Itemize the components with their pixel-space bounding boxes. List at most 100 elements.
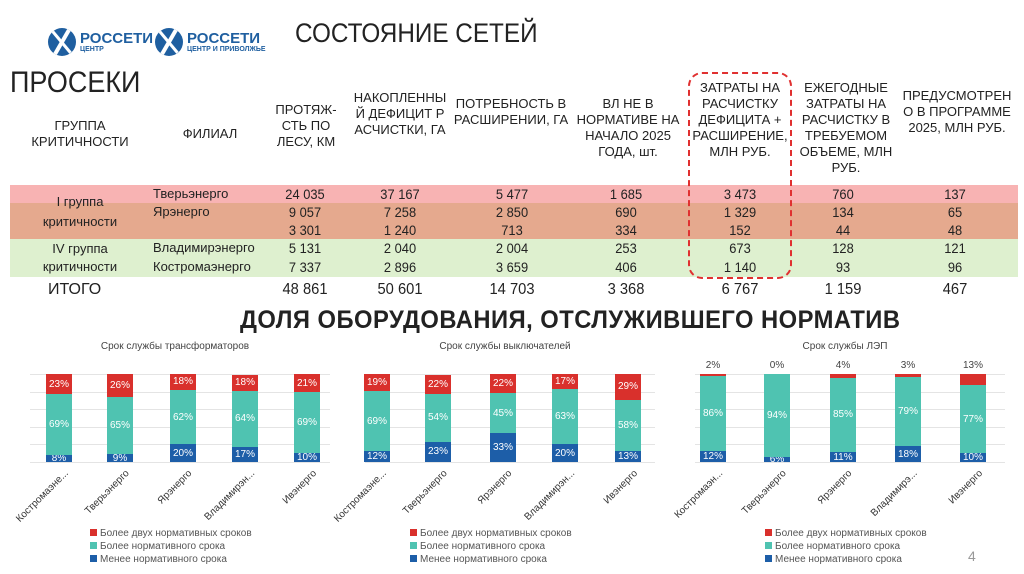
legend-item: Более нормативного срока (410, 541, 545, 553)
data-label: 23% (427, 446, 448, 458)
data-label: 64% (234, 413, 255, 425)
table-cell: 48 (947, 222, 963, 238)
data-label: 9% (112, 452, 128, 464)
total-label: ИТОГО (48, 281, 102, 298)
header-branch: ФИЛИАЛ (182, 126, 238, 141)
category-label: Тверьэнерго (83, 468, 132, 517)
bar-segment: 13% (615, 450, 641, 462)
bar-segment: 29% (615, 374, 641, 400)
data-label: 10% (962, 452, 983, 464)
table-cell: 44 (835, 222, 851, 238)
bar-segment: 18% (170, 374, 196, 390)
data-label: 18% (234, 377, 255, 389)
legend-swatch (765, 542, 772, 549)
category-label: Ивэнерго (280, 468, 319, 507)
table-cell: 7 337 (288, 259, 322, 275)
table-cell: 7 258 (383, 204, 417, 220)
globe-icon (48, 28, 76, 56)
table-cell: 406 (615, 259, 637, 275)
category-label: Владимирэ... (868, 468, 920, 519)
bar-segment: 18% (232, 374, 258, 391)
legend-swatch (90, 555, 97, 562)
group-4-label: IV группа критичности (42, 241, 118, 274)
data-label: 54% (427, 412, 448, 424)
bar-segment: 2% (700, 360, 726, 376)
header-annual: ЕЖЕГОДНЫЕ ЗАТРАТЫ НА РАСЧИСТКУ В ТРЕБУЕМ… (799, 80, 893, 175)
bar-segment: 62% (170, 389, 196, 445)
data-label: 17% (234, 449, 255, 460)
total-cell: 14 703 (489, 281, 535, 298)
bar-segment: 11% (830, 452, 856, 463)
data-label: 18% (172, 376, 193, 388)
bar-segment: 22% (425, 374, 451, 395)
category-label: Костромаэн... (672, 468, 725, 521)
branch-name: Ярэнерго (153, 204, 210, 219)
category-label: Костромаэне... (332, 468, 389, 525)
category-label: Тверьэнерго (401, 468, 450, 517)
bar-segment: 10% (960, 452, 986, 464)
legend-text: Менее нормативного срока (420, 554, 547, 565)
legend-swatch (90, 542, 97, 549)
table-cell: 2 850 (495, 204, 529, 220)
legend-swatch (765, 555, 772, 562)
bar-segment: 21% (294, 374, 320, 393)
table-cell: 1 240 (383, 222, 417, 238)
table-cell: 93 (835, 259, 851, 275)
bar-segment: 69% (46, 394, 72, 455)
legend-item: Менее нормативного срока (410, 554, 547, 566)
legend-item: Более двух нормативных сроков (765, 528, 927, 540)
category-label: Владимирэн... (521, 468, 577, 523)
bar-segment: 17% (552, 374, 578, 389)
data-label: 69% (296, 417, 317, 429)
table-cell: 2 040 (383, 240, 417, 256)
data-label: 77% (962, 413, 983, 425)
highlight-box (688, 72, 792, 279)
bar-segment: 20% (552, 444, 578, 462)
header-expansion: ПОТРЕБНОСТЬ В РАСШИРЕНИИ, ГА (453, 96, 569, 127)
table-cell: 2 004 (495, 240, 529, 256)
bar-segment: 79% (895, 376, 921, 447)
data-label: 22% (427, 379, 448, 391)
data-label: 33% (492, 441, 513, 453)
category-label: Ярэнерго (476, 468, 515, 507)
bar-segment: 3% (895, 360, 921, 377)
branch-name: Костромаэнерго (153, 259, 251, 274)
table-cell: 673 (729, 240, 751, 256)
data-label: 6% (769, 453, 785, 465)
table-row-group1b (10, 203, 1018, 239)
legend-swatch (410, 555, 417, 562)
header-length: ПРОТЯЖ-СТЬ ПО ЛЕСУ, КМ (275, 102, 337, 149)
bar-segment: 85% (830, 377, 856, 453)
legend-item: Более нормативного срока (90, 541, 225, 553)
total-cell: 50 601 (377, 281, 423, 298)
logo-rosseti-volga: РОССЕТИ ЦЕНТР И ПРИВОЛЖЬЕ (155, 28, 266, 56)
table-cell: 3 301 (288, 222, 322, 238)
data-label: 18% (897, 448, 918, 460)
data-label: 2% (705, 360, 721, 371)
bar-segment: 4% (830, 360, 856, 378)
data-label: 69% (366, 415, 387, 427)
page-title: СОСТОЯНИЕ СЕТЕЙ (295, 18, 538, 48)
table-cell: 128 (832, 240, 854, 256)
header-program: ПРЕДУСМОТРЕНО В ПРОГРАММЕ 2025, МЛН РУБ. (902, 88, 1012, 135)
data-label: 12% (366, 451, 387, 463)
bar-segment: 23% (46, 374, 72, 395)
bar-segment: 6% (764, 453, 790, 465)
table-cell: 1 685 (609, 186, 643, 202)
category-label: Ивэнерго (946, 468, 985, 507)
table-cell: 2 896 (383, 259, 417, 275)
bar-segment: 54% (425, 394, 451, 442)
total-cell: 3 368 (607, 281, 645, 298)
data-label: 13% (617, 450, 638, 462)
data-label: 10% (296, 452, 317, 464)
page-number: 4 (968, 548, 976, 564)
legend-item: Менее нормативного срока (90, 554, 227, 566)
data-label: 65% (109, 419, 130, 431)
bar-segment: 64% (232, 390, 258, 448)
branch-name: Владимирэнерго (153, 240, 255, 255)
data-label: 62% (172, 411, 193, 423)
data-label: 20% (554, 447, 575, 459)
data-label: 4% (835, 360, 851, 371)
bar-segment: 12% (364, 451, 390, 462)
data-label: 21% (296, 377, 317, 389)
